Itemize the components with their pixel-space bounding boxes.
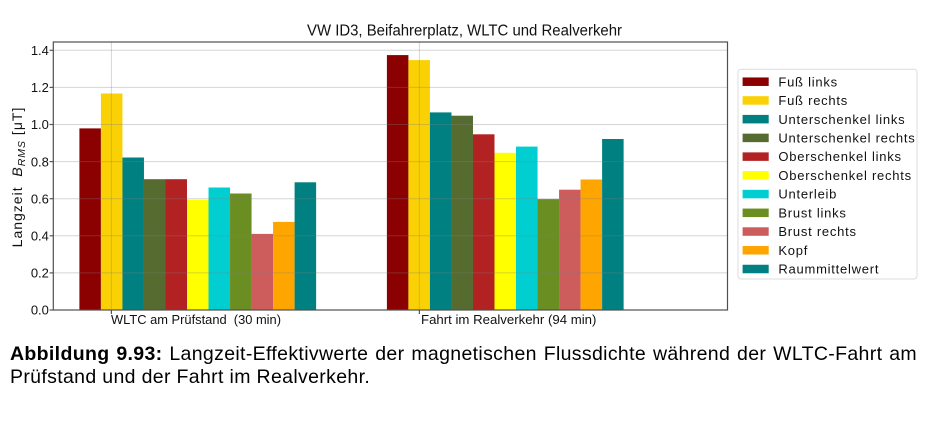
svg-text:Oberschenkel rechts: Oberschenkel rechts	[778, 168, 911, 183]
svg-text:1.4: 1.4	[31, 43, 49, 58]
svg-text:Brust links: Brust links	[778, 205, 846, 220]
svg-text:Oberschenkel links: Oberschenkel links	[778, 149, 901, 164]
svg-text:0.0: 0.0	[31, 303, 49, 318]
svg-text:0.4: 0.4	[31, 229, 49, 244]
svg-text:VW ID3, Beifahrerplatz, WLTC u: VW ID3, Beifahrerplatz, WLTC und Realver…	[307, 23, 622, 40]
svg-text:Raummittelwert: Raummittelwert	[778, 262, 879, 277]
svg-text:1.2: 1.2	[31, 80, 49, 95]
svg-text:1.0: 1.0	[31, 117, 49, 132]
svg-text:Kopf: Kopf	[778, 243, 808, 258]
svg-text:0.6: 0.6	[31, 191, 49, 206]
svg-text:WLTC am Prüfstand (30 min): WLTC am Prüfstand (30 min)	[111, 312, 281, 327]
svg-text:Fahrt im Realverkehr (94 min): Fahrt im Realverkehr (94 min)	[421, 312, 596, 327]
svg-text:Fuß links: Fuß links	[778, 74, 837, 89]
svg-text:Langzeit BRMS [μT]: Langzeit BRMS [μT]	[9, 107, 28, 248]
svg-text:Fuß rechts: Fuß rechts	[778, 93, 848, 108]
svg-text:0.8: 0.8	[31, 154, 49, 169]
svg-text:Unterschenkel rechts: Unterschenkel rechts	[778, 130, 915, 145]
svg-text:Unterleib: Unterleib	[778, 187, 837, 202]
svg-text:0.2: 0.2	[31, 266, 49, 281]
svg-text:Brust rechts: Brust rechts	[778, 224, 856, 239]
svg-text:Unterschenkel links: Unterschenkel links	[778, 112, 905, 127]
